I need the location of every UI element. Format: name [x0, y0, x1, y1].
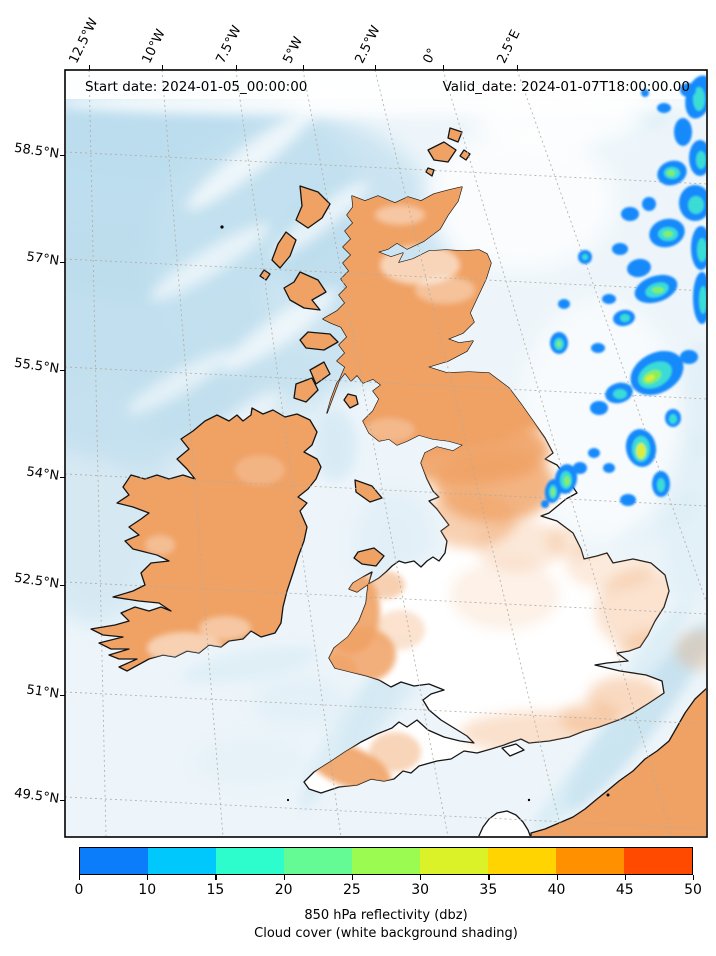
colorbar-segment	[624, 848, 692, 874]
x-tick-mark	[303, 65, 305, 70]
colorbar-tick-label: 45	[615, 882, 634, 898]
reflectivity-cells	[541, 75, 706, 508]
colorbar-tick-mark	[624, 875, 626, 880]
colorbar-tick-mark	[556, 875, 558, 880]
colorbar-tick-mark	[351, 875, 354, 880]
start-date-label: Start date: 2024-01-05_00:00:00	[85, 79, 308, 95]
y-tick-mark	[60, 370, 65, 372]
colorbar-segment	[148, 848, 216, 874]
colorbar-tick-label: 0	[74, 882, 84, 898]
graticule	[66, 71, 706, 836]
y-tick-mark	[60, 800, 65, 802]
y-tick-mark	[60, 262, 65, 264]
lewis	[295, 185, 331, 229]
colorbar-tick-mark	[79, 875, 81, 880]
colorbar-segment	[80, 848, 148, 874]
islay	[293, 377, 319, 403]
y-tick-mark	[60, 155, 65, 157]
x-tick-mark	[443, 65, 445, 70]
islets	[220, 225, 610, 802]
arran	[343, 393, 359, 409]
colorbar-segment	[216, 848, 284, 874]
isle-of-man	[354, 479, 383, 503]
colorbar-tick-label: 30	[411, 882, 430, 898]
colorbar-label-line1: 850 hPa reflectivity (dbz)	[304, 908, 468, 923]
mull	[299, 331, 339, 351]
colorbar-tick-mark	[283, 875, 285, 880]
map-plot-area	[66, 71, 706, 836]
plot-frame	[64, 69, 708, 838]
y-tick-mark	[60, 585, 65, 587]
x-tick-mark	[236, 65, 238, 70]
colorbar-tick-mark	[147, 875, 149, 880]
colorbar-segment	[488, 848, 556, 874]
colorbar-tick-mark	[488, 875, 490, 880]
uist	[271, 231, 297, 269]
barra	[259, 269, 271, 281]
colorbar-tick-mark	[420, 875, 422, 880]
colorbar-tick-label: 25	[342, 882, 361, 898]
islands	[259, 127, 525, 757]
colorbar-tick-mark	[693, 875, 695, 880]
colorbar-segment	[556, 848, 624, 874]
isle-of-wight	[501, 743, 525, 757]
colorbar-label-line2: Cloud cover (white background shading)	[254, 926, 518, 941]
france	[478, 630, 706, 836]
x-tick-mark	[89, 65, 91, 70]
colorbar-tick-label: 10	[138, 882, 157, 898]
colorbar-tick-label: 15	[206, 882, 225, 898]
colorbar-tick-label: 40	[547, 882, 566, 898]
colorbar-tick-label: 35	[479, 882, 498, 898]
colorbar-segment	[352, 848, 420, 874]
orkney-4	[425, 167, 435, 177]
anglesey	[353, 547, 385, 567]
colorbar-tick-mark	[215, 875, 217, 880]
colorbar	[79, 847, 693, 875]
x-tick-mark	[162, 65, 164, 70]
cherbourg-peninsula	[478, 810, 531, 836]
valid-date-label: Valid_date: 2024-01-07T18:00:00.00	[442, 79, 690, 95]
y-tick-mark	[60, 477, 65, 479]
y-tick-mark	[60, 695, 65, 697]
x-tick-mark	[375, 65, 377, 70]
skye	[283, 271, 327, 311]
jura	[309, 361, 331, 385]
colorbar-tick-label: 20	[274, 882, 293, 898]
colorbar-tick-label: 50	[684, 882, 702, 898]
colorbar-segment	[420, 848, 488, 874]
x-tick-mark	[517, 65, 519, 70]
orkney-1	[427, 141, 457, 163]
colorbar-segment	[284, 848, 352, 874]
orkney-2	[447, 127, 463, 143]
